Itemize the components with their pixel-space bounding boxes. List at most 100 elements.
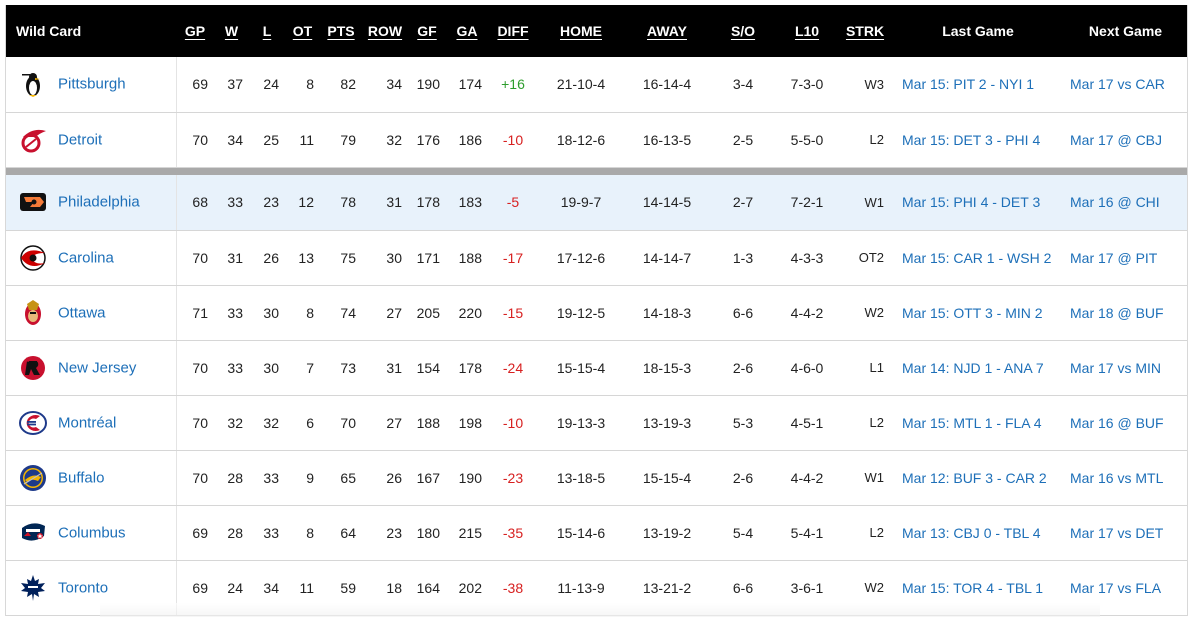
team-cell[interactable]: Carolina [6,230,177,286]
table-row: Ottawa 71 33 30 8 74 27 205 220 -15 19-12-5 14-18-3… [6,285,1187,341]
bottom-shadow [100,603,1100,617]
team-link[interactable]: Detroit [58,131,103,148]
cell-home: 21-10-4 [538,57,624,113]
last-game-link[interactable]: Mar 12: BUF 3 - CAR 2 [892,450,1064,506]
team-cell[interactable]: Toronto [6,560,177,616]
cell-home: 19-12-5 [538,285,624,341]
next-game-link[interactable]: Mar 17 vs DET [1064,505,1187,561]
next-game-link[interactable]: Mar 16 @ CHI [1064,175,1187,231]
team-link[interactable]: Ottawa [58,304,106,321]
team-cell[interactable]: Buffalo [6,450,177,506]
cell-ot: 13 [285,230,320,286]
cell-gp: 70 [176,450,214,506]
team-link[interactable]: Philadelphia [58,193,140,211]
team-cell[interactable]: Ottawa [6,285,177,341]
col-row[interactable]: ROW [367,23,403,39]
team-link[interactable]: Pittsburgh [58,75,126,93]
table-row: Pittsburgh 69 37 24 8 82 34 190 174 +16 21-10-4 16-… [6,57,1187,113]
last-game-link[interactable]: Mar 14: NJD 1 - ANA 7 [892,340,1064,396]
cell-w: 28 [214,450,249,506]
table-header-row: Wild Card GP W L OT PTS ROW GF GA DIFF H… [6,5,1187,57]
team-cell[interactable]: New Jersey [6,340,177,396]
last-game-link[interactable]: Mar 15: DET 3 - PHI 4 [892,112,1064,168]
cell-l10: 4-6-0 [776,340,838,396]
col-w[interactable]: W [224,23,239,39]
team-link[interactable]: Buffalo [58,469,105,486]
table-row: Montréal 70 32 32 6 70 27 188 198 -10 19-13-3 13-19… [6,395,1187,451]
cell-ga: 190 [446,450,488,506]
cell-diff: -17 [488,230,538,286]
col-l10[interactable]: L10 [794,23,820,39]
cell-gf: 190 [408,57,446,113]
team-cell[interactable]: Detroit [6,112,177,168]
cell-l: 32 [249,395,285,451]
cell-strk: W1 [838,450,892,506]
cell-diff: -5 [488,175,538,231]
col-strk[interactable]: STRK [845,23,885,39]
team-link[interactable]: Carolina [58,249,114,266]
cell-away: 14-14-7 [624,230,710,286]
team-link[interactable]: Columbus [58,524,126,541]
next-game-link[interactable]: Mar 17 @ CBJ [1064,112,1187,168]
next-game-link[interactable]: Mar 18 @ BUF [1064,285,1187,341]
devils-logo [18,353,48,383]
cell-away: 13-19-2 [624,505,710,561]
cell-l: 30 [249,285,285,341]
next-game-link[interactable]: Mar 17 vs CAR [1064,57,1187,113]
team-link[interactable]: New Jersey [58,359,137,376]
table-row: Carolina 70 31 26 13 75 30 171 188 -17 17-12-6 14-1… [6,230,1187,286]
team-link[interactable]: Toronto [58,579,109,596]
cell-away: 14-18-3 [624,285,710,341]
col-away[interactable]: AWAY [647,23,687,39]
col-last-game: Last Game [942,23,1014,39]
last-game-link[interactable]: Mar 15: MTL 1 - FLA 4 [892,395,1064,451]
team-cell[interactable]: Philadelphia [6,175,177,231]
cell-row: 34 [362,57,408,113]
cell-away: 18-15-3 [624,340,710,396]
last-game-link[interactable]: Mar 15: PHI 4 - DET 3 [892,175,1064,231]
cell-gf: 180 [408,505,446,561]
last-game-link[interactable]: Mar 15: PIT 2 - NYI 1 [892,57,1064,113]
col-l[interactable]: L [262,23,272,39]
col-gp[interactable]: GP [184,23,206,39]
col-gf[interactable]: GF [417,23,437,39]
cell-so: 3-4 [710,57,776,113]
cell-gf: 188 [408,395,446,451]
col-home[interactable]: HOME [560,23,602,39]
last-game-link[interactable]: Mar 15: CAR 1 - WSH 2 [892,230,1064,286]
cell-so: 5-4 [710,505,776,561]
cell-w: 32 [214,395,249,451]
cell-w: 34 [214,112,249,168]
cell-l10: 5-5-0 [776,112,838,168]
cell-ot: 8 [285,505,320,561]
cell-w: 33 [214,340,249,396]
col-pts[interactable]: PTS [327,23,355,39]
col-so[interactable]: S/O [730,23,756,39]
team-cell[interactable]: Pittsburgh [6,57,177,113]
team-cell[interactable]: Montréal [6,395,177,451]
cell-l: 23 [249,175,285,231]
col-ot[interactable]: OT [292,23,313,39]
cell-away: 15-15-4 [624,450,710,506]
col-diff[interactable]: DIFF [497,23,529,39]
cell-strk: W3 [838,57,892,113]
cell-so: 2-7 [710,175,776,231]
last-game-link[interactable]: Mar 15: OTT 3 - MIN 2 [892,285,1064,341]
next-game-link[interactable]: Mar 17 vs MIN [1064,340,1187,396]
cell-so: 5-3 [710,395,776,451]
cell-diff: -23 [488,450,538,506]
next-game-link[interactable]: Mar 16 vs MTL [1064,450,1187,506]
cell-strk: L2 [838,395,892,451]
cell-l10: 4-4-2 [776,450,838,506]
team-link[interactable]: Montréal [58,414,117,431]
team-cell[interactable]: Columbus [6,505,177,561]
last-game-link[interactable]: Mar 13: CBJ 0 - TBL 4 [892,505,1064,561]
cell-diff: -15 [488,285,538,341]
col-ga[interactable]: GA [456,23,478,39]
cell-home: 19-13-3 [538,395,624,451]
maple-leafs-logo [18,573,48,603]
cell-so: 2-5 [710,112,776,168]
cell-w: 37 [214,57,249,113]
next-game-link[interactable]: Mar 16 @ BUF [1064,395,1187,451]
next-game-link[interactable]: Mar 17 @ PIT [1064,230,1187,286]
